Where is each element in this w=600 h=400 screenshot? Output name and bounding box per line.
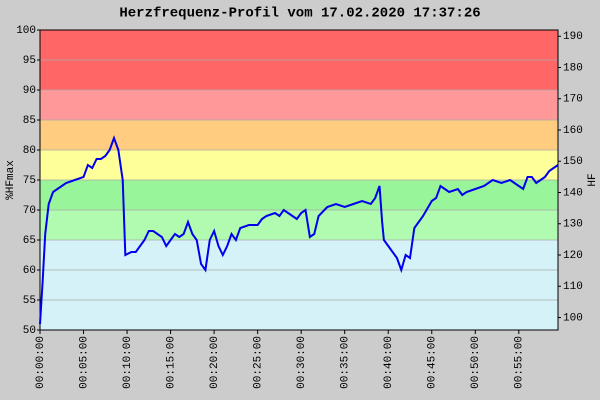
x-tick-label: 00:35:00: [340, 336, 352, 389]
y-tick-label: 65: [23, 235, 36, 247]
x-tick-label: 00:40:00: [383, 336, 395, 389]
x-tick-label: 00:30:00: [296, 336, 308, 389]
x-tick-label: 00:55:00: [514, 336, 526, 389]
zone: [40, 180, 558, 210]
chart-title: Herzfrequenz-Profil vom 17.02.2020 17:37…: [119, 6, 480, 22]
zone: [40, 150, 558, 180]
y2-tick-label: 160: [563, 125, 583, 137]
y2-tick-label: 120: [563, 250, 583, 262]
y2-tick-label: 170: [563, 94, 583, 106]
y-tick-label: 85: [23, 115, 36, 127]
y-tick-label: 100: [16, 25, 36, 37]
y-tick-label: 60: [23, 265, 36, 277]
y2-tick-label: 110: [563, 281, 583, 293]
y-tick-label: 50: [23, 325, 36, 337]
y2-tick-label: 130: [563, 219, 583, 231]
y-tick-label: 95: [23, 55, 36, 67]
x-tick-label: 00:15:00: [165, 336, 177, 389]
x-tick-label: 00:00:00: [35, 336, 47, 389]
plot-frame: [39, 29, 559, 331]
zone: [40, 90, 558, 120]
x-tick-label: 00:45:00: [427, 336, 439, 389]
zone: [40, 120, 558, 150]
heart-rate-line: [39, 135, 559, 325]
y-tick-label: 90: [23, 85, 36, 97]
zone: [40, 240, 558, 330]
x-tick-label: 00:25:00: [253, 336, 265, 389]
y2-tick-label: 140: [563, 187, 583, 199]
x-tick-label: 00:50:00: [470, 336, 482, 389]
y2-tick-label: 150: [563, 156, 583, 168]
x-tick-label: 00:10:00: [122, 336, 134, 389]
y-tick-label: 80: [23, 145, 36, 157]
y2-tick-label: 190: [563, 31, 583, 43]
y2-axis-label: HF: [587, 173, 599, 186]
x-tick-label: 00:20:00: [209, 336, 221, 389]
y-axis-label: %HFmax: [5, 160, 17, 200]
y2-tick-label: 100: [563, 312, 583, 324]
y-tick-label: 70: [23, 205, 36, 217]
x-tick-label: 00:05:00: [78, 336, 90, 389]
y-tick-label: 75: [23, 175, 36, 187]
y2-tick-label: 180: [563, 62, 583, 74]
y-tick-label: 55: [23, 295, 36, 307]
